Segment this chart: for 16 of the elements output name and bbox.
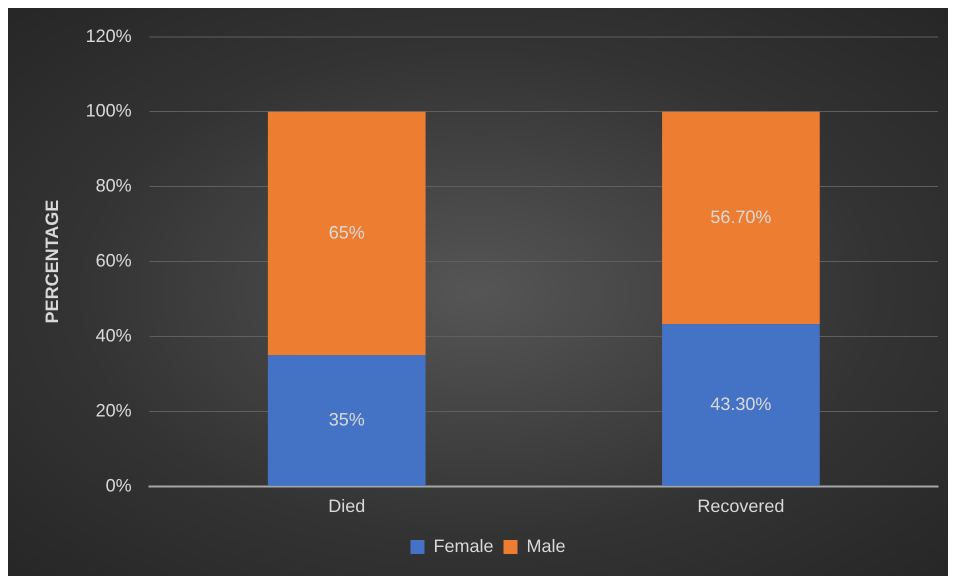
data-label: 43.30% [710,394,772,414]
legend-label: Female [433,536,494,556]
y-tick-label: 40% [96,326,132,346]
legend-label: Male [526,536,566,556]
y-tick-label: 120% [86,26,132,46]
x-tick-label: Recovered [697,496,784,516]
y-tick-label: 0% [106,475,132,496]
y-tick-label: 100% [86,100,132,121]
y-tick-label: 80% [96,176,132,196]
data-label: 56.70% [710,206,772,227]
data-label: 35% [328,410,365,430]
data-label: 65% [328,222,365,242]
y-tick-label: 60% [96,250,132,271]
y-axis-title: PERCENTAGE [42,200,62,324]
y-tick-label: 20% [96,400,132,420]
x-tick-label: Died [328,496,366,516]
